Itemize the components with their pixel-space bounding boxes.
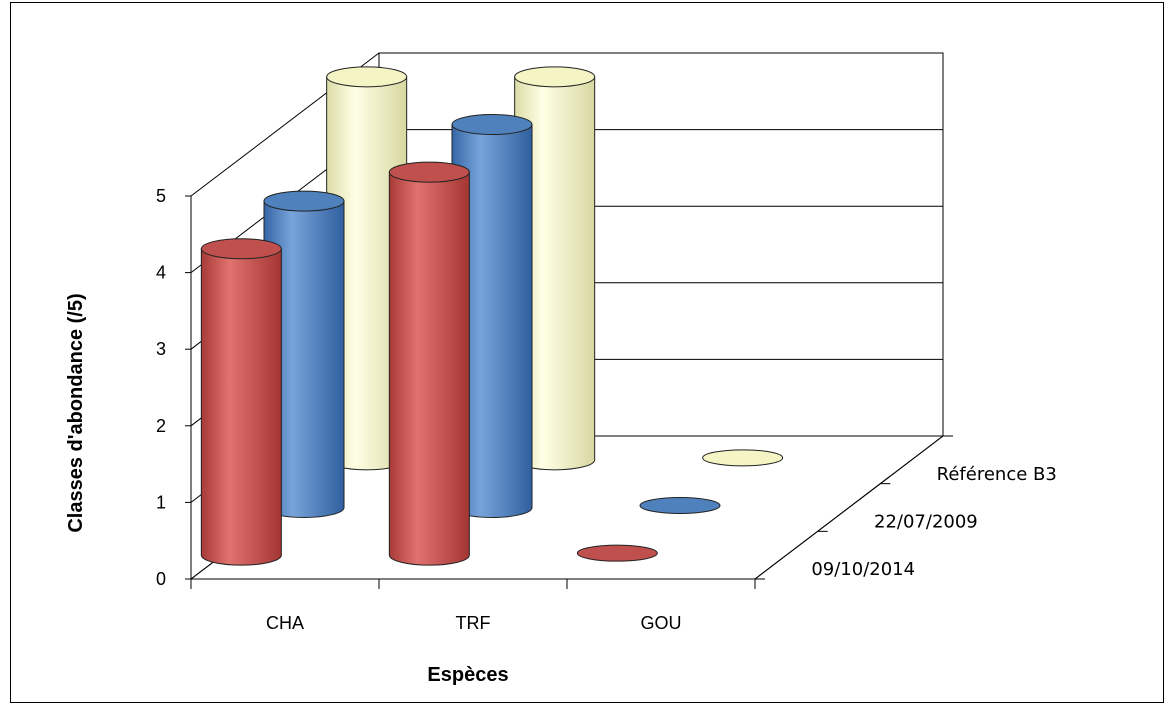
x-category-label: CHA [266, 613, 304, 633]
depth-series-label: Référence B3 [937, 464, 1057, 485]
depth-series-label: 09/10/2014 [811, 559, 915, 580]
bar-top [388, 161, 470, 183]
y-tick-label: 3 [156, 339, 166, 359]
bar-gou-series-1 [576, 544, 658, 562]
bar-top [200, 238, 282, 260]
bar-body [388, 171, 470, 566]
y-tick-label: 2 [156, 416, 166, 436]
bar-disc [702, 449, 784, 467]
y-axis-title: Classes d'abondance (/5) [65, 293, 87, 532]
bar-body [200, 248, 282, 566]
bar-top [326, 66, 408, 88]
x-category-label: GOU [640, 613, 681, 633]
depth-axis-line [754, 435, 944, 580]
x-axis-title: Espèces [427, 664, 508, 686]
bar-trf-series-1 [388, 161, 470, 566]
chart-labels: 0 1 2 3 4 5 CHA TRF GOU 09/10/2014 22/07/2009 Référ… [156, 186, 1057, 633]
chart-bars [200, 66, 784, 566]
depth-series-label: 22/07/2009 [874, 512, 978, 533]
bar-gou-series-2 [639, 497, 721, 514]
bar-disc [576, 544, 658, 562]
chart-frame: 0 1 2 3 4 5 CHA TRF GOU 09/10/2014 22/07/2009 Référ… [10, 2, 1164, 703]
bar-disc [639, 497, 721, 514]
bar-top [451, 114, 533, 135]
y-tick-label: 0 [156, 569, 166, 589]
bar-top [263, 190, 345, 212]
bar-cha-series-1 [200, 238, 282, 566]
bar-top [514, 66, 596, 88]
bar-trf-series-3 [514, 66, 596, 471]
bar-trf-series-2 [451, 114, 533, 518]
y-tick-label: 4 [156, 263, 166, 283]
x-category-label: TRF [456, 613, 491, 633]
bar-gou-series-3 [702, 449, 784, 467]
y-tick-label: 5 [156, 186, 166, 206]
y-tick-label: 1 [156, 492, 166, 512]
chart-svg: 0 1 2 3 4 5 CHA TRF GOU 09/10/2014 22/07/2009 Référ… [65, 52, 1057, 686]
